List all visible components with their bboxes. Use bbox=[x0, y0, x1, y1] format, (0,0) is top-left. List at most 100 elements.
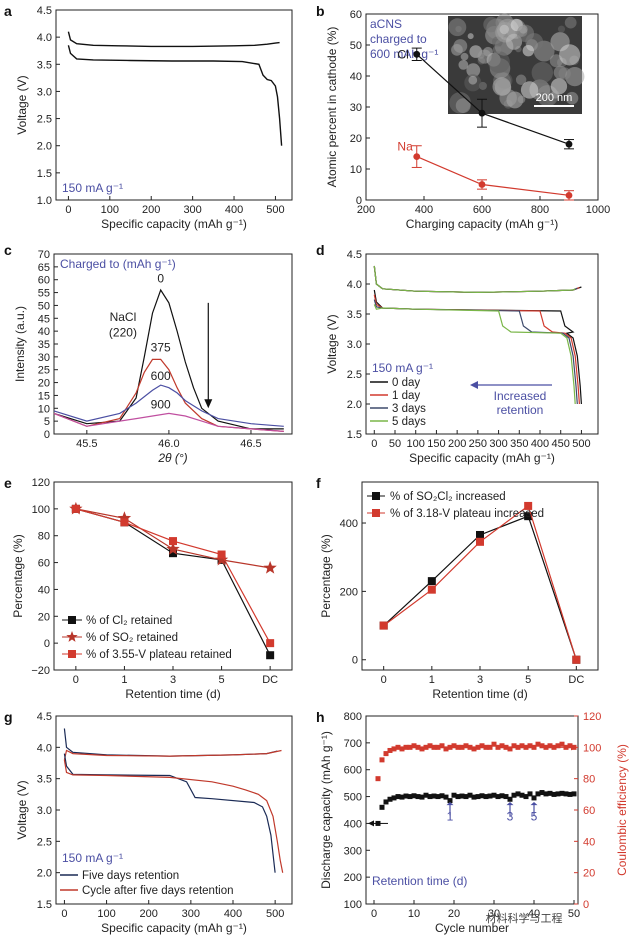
panel-h-discharge-point bbox=[443, 794, 449, 800]
panel-e-square-marker bbox=[71, 504, 80, 513]
panel-c-arrow-head bbox=[204, 399, 213, 409]
panel-e-ytick-label: 120 bbox=[32, 477, 50, 489]
panel-h-efficiency-point bbox=[483, 744, 489, 750]
watermark-text: 材料科学与工程 bbox=[486, 911, 563, 925]
panel-d-xtick-label: 500 bbox=[572, 438, 590, 450]
panel-g-xtick-label: 0 bbox=[61, 908, 67, 920]
panel-h-efficiency-point bbox=[411, 743, 417, 749]
panel-h-ytick-label-right: 60 bbox=[583, 805, 595, 817]
panel-b-sem-grain bbox=[448, 18, 467, 37]
panel-g-xtick-label: 400 bbox=[224, 908, 242, 920]
panel-h-efficiency-point bbox=[455, 744, 461, 750]
panel-g-xtick-label: 300 bbox=[182, 908, 200, 920]
panel-f-y-axis-label: Percentage (%) bbox=[319, 534, 333, 617]
panel-h-discharge-point bbox=[435, 794, 441, 800]
panel-h-efficiency-point bbox=[467, 744, 473, 750]
panel-c-ytick-label: 65 bbox=[38, 262, 50, 274]
panel-c-y-axis-label: Intensity (a.u.) bbox=[13, 306, 27, 382]
panel-g-x-axis-label: Specific capacity (mAh g⁻¹) bbox=[101, 921, 247, 935]
panel-a-ytick-label: 3.0 bbox=[37, 86, 52, 98]
panel-h-discharge-point bbox=[507, 796, 513, 802]
panel-e-xtick-label: 1 bbox=[121, 674, 127, 686]
panel-g-xtick-label: 500 bbox=[266, 908, 284, 920]
panel-h-efficiency-point bbox=[495, 744, 501, 750]
panel-h-discharge-point bbox=[559, 790, 565, 796]
panel-e-xtick-label: 5 bbox=[219, 674, 225, 686]
panel-b-sem-grain bbox=[564, 16, 577, 29]
panel-h-efficiency-point bbox=[519, 743, 525, 749]
panel-h-discharge-point bbox=[567, 791, 573, 797]
panel-h-discharge-point bbox=[551, 791, 557, 797]
panel-h-retention-day-label: 3 bbox=[507, 810, 514, 824]
panel-h-discharge-point bbox=[395, 794, 401, 800]
panel-h-discharge-point bbox=[467, 792, 473, 798]
panel-h-retention-day-label: 1 bbox=[447, 810, 454, 824]
panel-a-charge-curve bbox=[67, 31, 280, 48]
panel-h-discharge-point bbox=[519, 792, 525, 798]
panel-b-cl-point bbox=[565, 140, 573, 148]
panel-h-discharge-point bbox=[523, 794, 529, 800]
panel-b-sem-grain bbox=[455, 98, 471, 114]
panel-e-ytick-label: 80 bbox=[38, 531, 50, 543]
panel-g-legend-label: Cycle after five days retention bbox=[82, 885, 234, 897]
panel-h-efficiency-point bbox=[515, 744, 521, 750]
panel-g-ytick-label: 3.5 bbox=[37, 774, 52, 786]
panel-d-x-axis-label: Specific capacity (mAh g⁻¹) bbox=[409, 451, 555, 465]
panel-b-ytick-label: 10 bbox=[350, 164, 362, 176]
panel-h-discharge-point bbox=[483, 794, 489, 800]
panel-h-discharge-point bbox=[535, 791, 541, 797]
panel-b-sem-grain bbox=[453, 39, 468, 53]
panel-f-square-marker bbox=[476, 537, 484, 546]
panel-h-discharge-point bbox=[479, 793, 485, 799]
panel-b-sem-grain bbox=[499, 89, 517, 107]
panel-h-ytick-label-right: 80 bbox=[583, 774, 595, 786]
panel-h-efficiency-point bbox=[443, 746, 449, 752]
panel-d-xtick-label: 0 bbox=[371, 438, 377, 450]
panel-h-discharge-point bbox=[415, 794, 421, 800]
panel-b-cl-point bbox=[413, 50, 421, 58]
panel-h-efficiency-point bbox=[447, 744, 453, 750]
panel-b-sample-label: charged to bbox=[370, 32, 427, 46]
panel-b-sem-grain bbox=[467, 33, 474, 40]
panel-h-retention-arrow-head bbox=[530, 801, 538, 806]
panel-h-efficiency-point bbox=[507, 746, 513, 752]
panel-h-left-axis-arrow-head bbox=[368, 820, 374, 827]
panel-c-series-900-curve bbox=[53, 412, 284, 432]
panel-f-square-marker bbox=[524, 512, 533, 521]
panel-b-sem-grain bbox=[517, 95, 526, 104]
panel-f-legend-label: % of SO₂Cl₂ increased bbox=[390, 491, 506, 503]
panel-h-efficiency-point bbox=[379, 757, 385, 763]
panel-e-star-marker bbox=[263, 560, 277, 574]
panel-d-charge-curve-1 bbox=[373, 265, 580, 294]
panel-h-discharge-point bbox=[399, 794, 405, 800]
panel-g-ytick-label: 2.0 bbox=[37, 868, 52, 880]
panel-b-ytick-label: 40 bbox=[350, 71, 362, 83]
panel-h-discharge-point bbox=[459, 793, 465, 799]
panel-c-series-0-curve bbox=[53, 288, 284, 430]
panel-h-x-axis-label: Cycle number bbox=[435, 921, 509, 935]
panel-f-legend-label: % of 3.18-V plateau increased bbox=[390, 508, 544, 520]
panel-h-discharge-point bbox=[379, 804, 385, 810]
panel-c-ytick-label: 0 bbox=[44, 429, 50, 441]
panel-b-sem-grain bbox=[515, 74, 527, 86]
panel-letter-c: c bbox=[4, 242, 12, 258]
panel-h-ytick-label: 400 bbox=[344, 818, 362, 830]
panel-b-na-label: Na bbox=[397, 140, 413, 154]
panel-h-ytick-label-right: 100 bbox=[583, 742, 601, 754]
panel-c-frame bbox=[53, 253, 293, 435]
panel-d-discharge-curve-3 bbox=[373, 304, 576, 405]
panel-d-retention-label: retention bbox=[497, 403, 544, 417]
panel-d-xtick-label: 150 bbox=[427, 438, 445, 450]
panel-b-sem-grain bbox=[539, 91, 547, 99]
panel-h-discharge-point bbox=[475, 794, 481, 800]
panel-h-discharge-point bbox=[495, 794, 501, 800]
panel-h-discharge-point bbox=[471, 794, 477, 800]
panel-h-ytick-label-right: 120 bbox=[583, 711, 601, 723]
panel-d-xtick-label: 200 bbox=[448, 438, 466, 450]
panel-b-sem-grain bbox=[492, 45, 502, 54]
panel-a-xtick-label: 100 bbox=[101, 204, 119, 216]
panel-h-discharge-point bbox=[423, 792, 429, 798]
panel-d-xtick-label: 50 bbox=[389, 438, 401, 450]
panel-a-xtick-label: 200 bbox=[142, 204, 160, 216]
panel-f-ytick-label: 400 bbox=[340, 518, 358, 530]
